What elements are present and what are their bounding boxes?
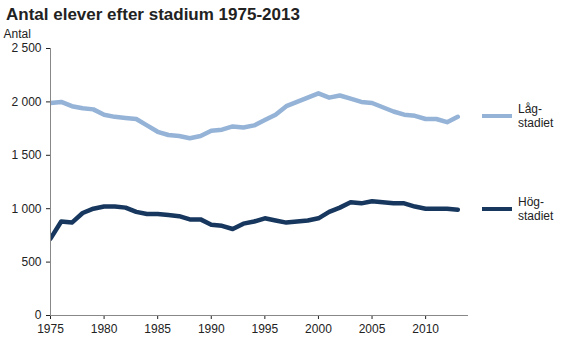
svg-text:2010: 2010 (412, 322, 439, 336)
svg-text:1975: 1975 (37, 322, 64, 336)
html-text:Antal elever efter stadium 197: Antal elever efter stadium 1975-2013 (6, 5, 300, 24)
svg-text:2005: 2005 (359, 322, 386, 336)
svg-text:1995: 1995 (252, 322, 279, 336)
svg-text:1990: 1990 (198, 322, 225, 336)
svg-text:1 000: 1 000 (11, 202, 41, 216)
svg-text:0: 0 (35, 308, 42, 322)
svg-text:2000: 2000 (305, 322, 332, 336)
svg-text:2 000: 2 000 (11, 95, 41, 109)
html-text:Låg-stadiet: Låg-stadiet (518, 102, 554, 131)
svg-text:2 500: 2 500 (11, 41, 41, 55)
svg-text:1 500: 1 500 (11, 148, 41, 162)
html-text:Hög-stadiet: Hög-stadiet (518, 195, 554, 224)
svg-text:1980: 1980 (91, 322, 118, 336)
svg-text:Antal: Antal (4, 27, 31, 41)
svg-text:500: 500 (21, 255, 41, 269)
svg-text:1985: 1985 (144, 322, 171, 336)
